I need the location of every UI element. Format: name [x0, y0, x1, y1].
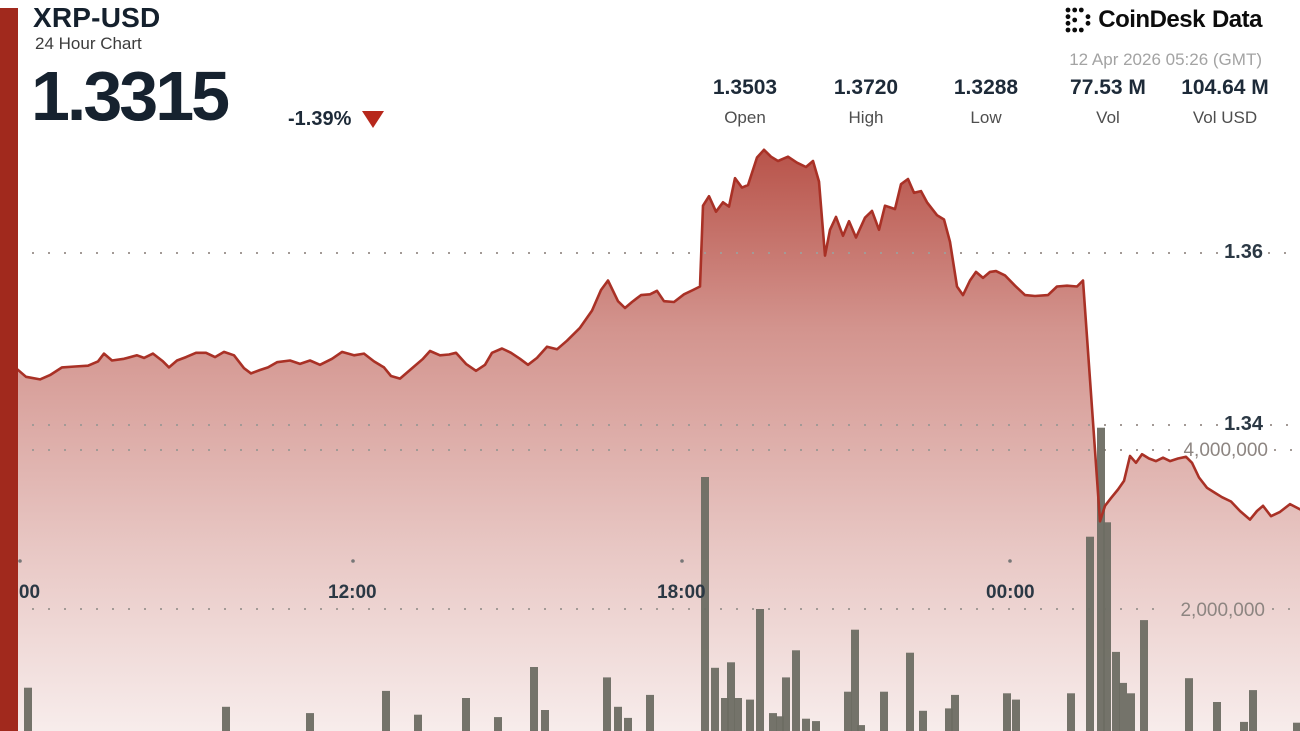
volume-bar [851, 629, 859, 731]
down-triangle-icon [362, 111, 384, 128]
volume-axis-label-4m: 4,000,000 [1183, 440, 1268, 461]
stat-open-value: 1.3503 [712, 76, 778, 99]
volume-bar [756, 609, 764, 731]
volume-bar [727, 662, 735, 731]
price-area-fill [0, 149, 1300, 731]
chart-timestamp: 12 Apr 2026 05:26 (GMT) [1069, 50, 1262, 69]
volume-bar [24, 687, 32, 731]
volume-bar [776, 716, 784, 731]
volume-bar [802, 718, 810, 731]
stat-vol-usd-value: 104.64 M [1181, 76, 1269, 99]
volume-bar [1086, 536, 1094, 731]
volume-bar [844, 691, 852, 731]
page-title: XRP-USD [33, 2, 161, 33]
stat-vol-usd: 104.64 M Vol USD [1160, 76, 1290, 128]
volume-bar [734, 698, 742, 731]
volume-bar [1249, 690, 1257, 731]
price-change-percent: -1.39% [288, 108, 352, 130]
stat-high: 1.3720 High [806, 76, 926, 128]
volume-axis-label-2m: 2,000,000 [1180, 600, 1265, 621]
volume-bar [880, 691, 888, 731]
volume-bar [945, 708, 953, 731]
volume-bar [1097, 427, 1105, 731]
volume-bar [306, 713, 314, 731]
volume-bar [906, 652, 914, 731]
stat-low-label: Low [970, 108, 1002, 127]
volume-bar [646, 694, 654, 731]
time-axis-label-18: 18:00 [657, 582, 706, 603]
volume-bar [603, 677, 611, 731]
coindesk-data-logo: CoinDesk Data [1065, 6, 1263, 34]
volume-bar [711, 667, 719, 731]
volume-bar [494, 717, 502, 731]
volume-bar [951, 694, 959, 731]
volume-bar [624, 717, 632, 731]
volume-bar [812, 721, 820, 731]
price-axis-label-1-36: 1.36 [1224, 241, 1263, 263]
stat-vol-value: 77.53 M [1070, 76, 1146, 99]
price-axis-label-1-34: 1.34 [1224, 413, 1263, 435]
dotted-gridlines [0, 252, 1300, 610]
volume-bar [1119, 682, 1127, 731]
volume-bar [769, 713, 777, 731]
volume-bar [382, 690, 390, 731]
volume-bar [919, 710, 927, 731]
volume-bar [1213, 702, 1221, 731]
volume-bar [857, 725, 865, 731]
time-tick-dots [18, 559, 1012, 563]
volume-bar [1003, 693, 1011, 731]
stat-open: 1.3503 Open [685, 76, 805, 128]
volume-bar [541, 710, 549, 731]
left-accent-bar [0, 8, 18, 731]
stat-high-value: 1.3720 [833, 76, 899, 99]
current-price: 1.3315 [31, 57, 230, 135]
stat-vol-usd-label: Vol USD [1192, 108, 1258, 127]
volume-bar [1067, 693, 1075, 731]
volume-bar [721, 698, 729, 731]
stat-high-label: High [848, 108, 884, 127]
brand-name-secondary: Data [1211, 6, 1263, 33]
volume-bar [462, 698, 470, 731]
volume-bar [792, 650, 800, 731]
volume-bar [1240, 721, 1248, 731]
volume-bar [1140, 620, 1148, 731]
volume-bars [24, 427, 1300, 731]
volume-bar [1103, 522, 1111, 731]
coindesk-data-logo-icon [1065, 7, 1091, 33]
brand-name-primary: CoinDesk [1098, 6, 1205, 33]
time-axis-label-00: 00:00 [986, 582, 1035, 603]
volume-bar [1293, 722, 1300, 731]
volume-bar [614, 706, 622, 731]
stat-vol-label: Vol [1096, 108, 1120, 127]
volume-bar [1012, 699, 1020, 731]
stat-low-value: 1.3288 [953, 76, 1019, 99]
volume-bar [782, 677, 790, 731]
volume-bar [746, 699, 754, 731]
volume-bar [222, 706, 230, 731]
volume-bar [1112, 651, 1120, 731]
stat-low: 1.3288 Low [926, 76, 1046, 128]
volume-bar [701, 477, 709, 731]
volume-bar [530, 667, 538, 731]
volume-bar [414, 714, 422, 731]
stat-vol: 77.53 M Vol [1048, 76, 1168, 128]
time-axis-label-12: 12:00 [328, 582, 377, 603]
chart-subtitle: 24 Hour Chart [35, 34, 142, 53]
stat-open-label: Open [724, 108, 766, 127]
volume-bar [1185, 678, 1193, 731]
price-line [0, 148, 1300, 523]
volume-bar [1127, 693, 1135, 731]
